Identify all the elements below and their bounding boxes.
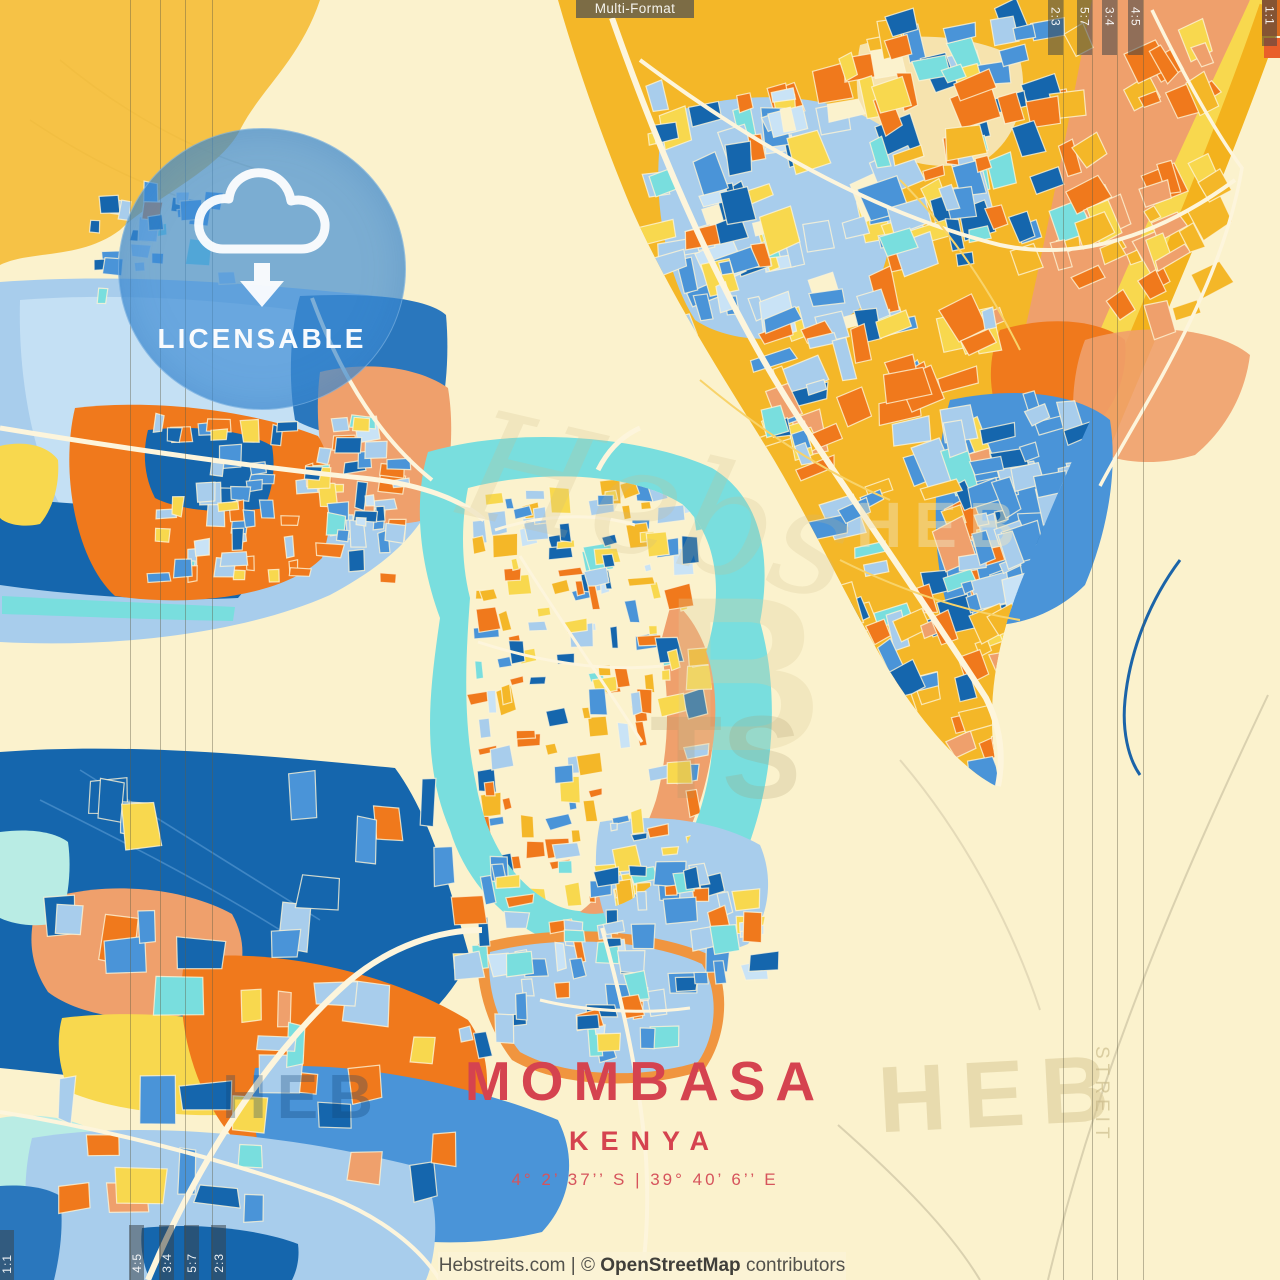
footer-suffix: contributors <box>740 1255 846 1276</box>
crop-ratio-label: 4:5 <box>129 1253 144 1273</box>
footer-site: Hebstreits.com | © <box>438 1255 601 1276</box>
crop-line <box>160 0 161 1280</box>
crop-ratio-band: 5:7 <box>184 1225 199 1280</box>
crop-ratio-label: 3:4 <box>159 1253 174 1273</box>
title-block: MOMBASA KENYA 4° 2’ 37’’ S | 39° 40’ 6’’… <box>345 1054 945 1190</box>
crop-ratio-band: 4:5 <box>129 1225 144 1280</box>
crop-ratio-band: 1:1 <box>1262 0 1277 46</box>
country-label: KENYA <box>568 1126 722 1156</box>
crop-ratio-label: 1:1 <box>1262 6 1277 26</box>
crop-ratio-band: 5:7 <box>1077 0 1092 55</box>
cloud-download-icon <box>194 168 330 307</box>
licensable-badge: LICENSABLE <box>118 128 406 410</box>
footer-osm: OpenStreetMap <box>600 1255 741 1276</box>
crop-ratio-label: 5:7 <box>1077 7 1092 27</box>
crop-ratio-label: 1:1 <box>0 1254 14 1274</box>
crop-ratio-band: 3:4 <box>1102 0 1117 55</box>
crop-ratio-label: 2:3 <box>211 1253 226 1273</box>
format-label: Multi-Format <box>576 0 694 18</box>
crop-ratio-band: 4:5 <box>1128 0 1143 55</box>
footer-credit: Hebstreits.com | © OpenStreetMap contrib… <box>438 1252 846 1280</box>
crop-ratio-band: 3:4 <box>159 1225 174 1280</box>
crop-line <box>1117 0 1118 1280</box>
crop-line <box>1063 0 1064 1280</box>
licensable-label: LICENSABLE <box>157 323 367 354</box>
crop-ratio-label: 4:5 <box>1128 7 1143 27</box>
crop-ratio-label: 3:4 <box>1102 7 1117 27</box>
crop-ratio-band: 1:1 <box>0 1230 14 1280</box>
crop-ratio-band: 2:3 <box>1048 0 1063 55</box>
crop-ratio-band: 2:3 <box>211 1225 226 1280</box>
crop-line <box>1143 0 1144 1280</box>
crop-line <box>1092 0 1093 1280</box>
coordinates-label: 4° 2’ 37’’ S | 39° 40’ 6’’ E <box>511 1170 779 1189</box>
crop-ratio-label: 2:3 <box>1048 7 1063 27</box>
crop-ratio-label: 5:7 <box>184 1253 199 1273</box>
crop-line <box>212 0 213 1280</box>
crop-line <box>130 0 131 1280</box>
city-title: MOMBASA <box>464 1050 826 1112</box>
crop-line <box>185 0 186 1280</box>
